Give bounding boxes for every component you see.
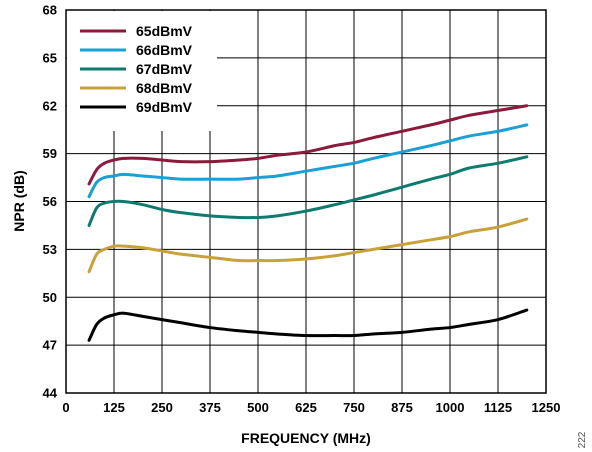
x-tick-label: 375 [199,400,221,415]
side-note: 222 [577,431,588,448]
y-tick-label: 50 [43,290,57,305]
x-tick-label: 625 [295,400,317,415]
x-tick-labels: 0 125 250 375 500 625 750 875 1000 1125 1250 [62,400,560,415]
series-line-69dBmV [87,308,529,342]
x-tick-label: 875 [391,400,413,415]
x-tick-label: 1250 [532,400,561,415]
y-axis-label: NPR (dB) [11,170,27,231]
legend-label: 69dBmV [136,99,193,115]
x-tick-label: 1125 [484,400,512,415]
y-tick-labels: 44 47 50 53 56 59 62 65 68 [43,3,58,401]
legend-label: 66dBmV [136,42,193,58]
y-tick-label: 47 [43,338,57,353]
series-line-65dBmV [87,104,529,186]
x-tick-label: 750 [343,400,365,415]
y-tick-label: 56 [43,194,57,209]
x-tick-label: 125 [103,400,125,415]
y-tick-label: 59 [43,146,57,161]
y-tick-label: 62 [43,98,57,113]
x-tick-label: 500 [247,400,269,415]
y-tick-label: 53 [43,242,57,257]
legend-label: 67dBmV [136,61,193,77]
series-line-67dBmV [87,155,529,227]
y-tick-label: 65 [43,50,57,65]
series-line-66dBmV [87,123,529,199]
legend-label: 68dBmV [136,80,193,96]
legend-label: 65dBmV [136,23,193,39]
legend: 65dBmV 66dBmV 67dBmV 68dBmV 69dBmV [67,11,217,131]
series-layer [87,104,529,342]
x-tick-label: 0 [62,400,69,415]
x-axis-label: FREQUENCY (MHz) [241,430,371,446]
series-line-68dBmV [87,217,529,274]
y-tick-label: 44 [43,386,58,401]
y-tick-label: 68 [43,3,57,18]
x-tick-label: 1000 [436,400,465,415]
plot-frame [65,9,547,394]
x-tick-label: 250 [151,400,173,415]
